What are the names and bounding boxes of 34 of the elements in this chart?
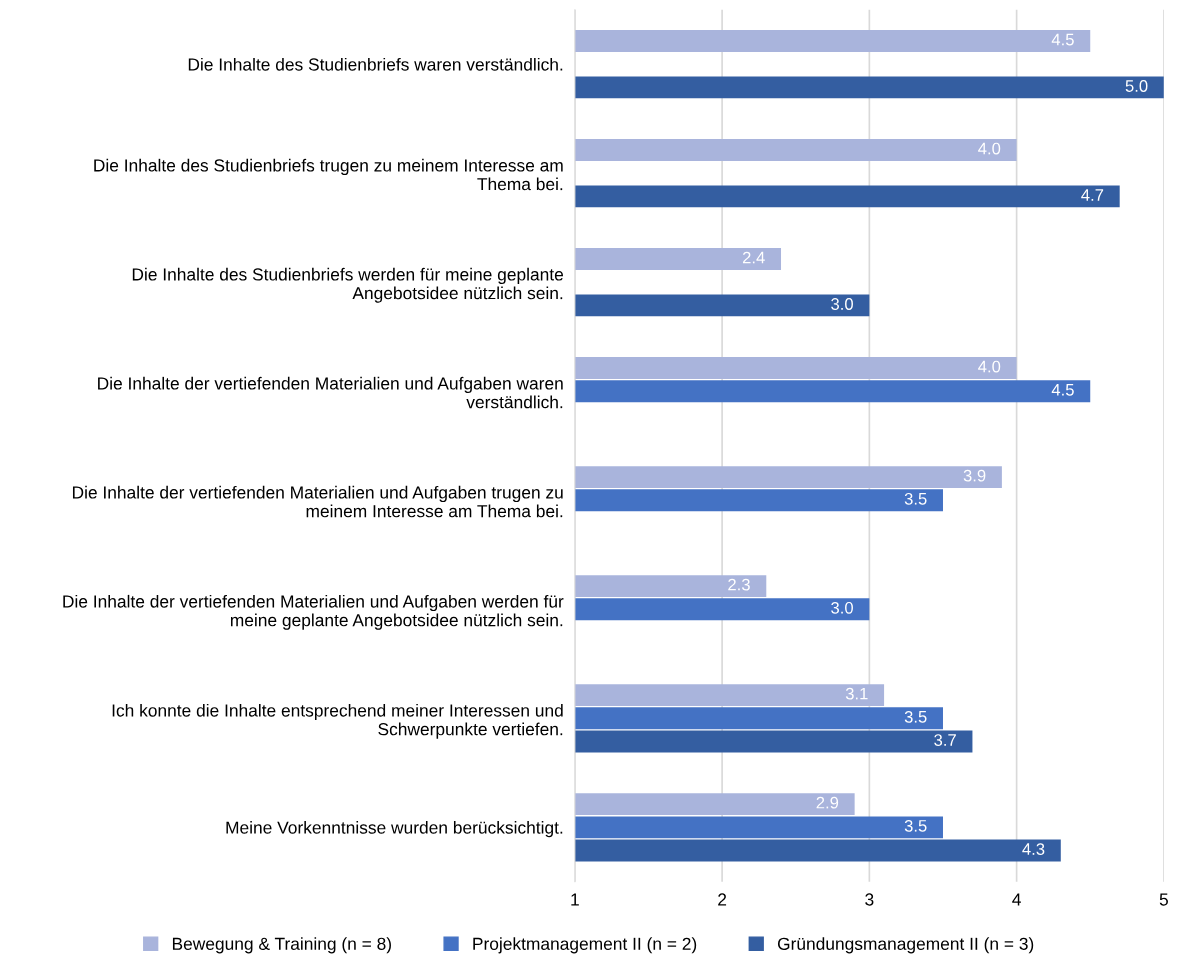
x-tick-label: 3 — [865, 893, 874, 906]
x-tick-label: 4 — [1012, 893, 1021, 906]
data-label: 2.9 — [816, 796, 839, 809]
y-tick-label: Meine Vorkenntnisse wurden berücksichtigt. — [226, 820, 563, 838]
y-tick-label: Die Inhalte der vertiefenden Materialien und Aufgaben trugen zu meinem Interesse am Thema bei. — [72, 485, 563, 518]
y-tick-label: Ich konnte die Inhalte entsprechend meiner Interessen und Schwerpunkte vertiefen. — [112, 703, 563, 739]
data-label: 4.5 — [1051, 384, 1074, 396]
y-tick-label: Die Inhalte der vertiefenden Materialien und Aufgaben waren verständlich. — [98, 376, 563, 409]
data-label: 4.0 — [978, 360, 1001, 373]
x-tick-label: 5 — [1159, 893, 1168, 906]
legend-label: Bewegung & Training (n = 8) — [172, 937, 391, 954]
data-label: 4.7 — [1081, 189, 1104, 201]
data-label: 5.0 — [1125, 80, 1148, 92]
data-label: 4.0 — [978, 142, 1001, 155]
data-label: 3.7 — [934, 734, 956, 746]
data-label: 4.3 — [1022, 843, 1045, 855]
y-tick-label: Die Inhalte des Studienbriefs trugen zu meinem Interesse am Thema bei. — [94, 158, 563, 191]
data-label: 3.1 — [845, 687, 868, 700]
data-label: 3.5 — [904, 710, 927, 723]
legend-label: Gründungsmanagement II (n = 3) — [777, 937, 1034, 954]
data-label: 3.5 — [904, 492, 927, 505]
y-tick-label: Die Inhalte des Studienbriefs waren verständlich. — [188, 57, 563, 71]
data-label: 3.0 — [831, 298, 853, 310]
data-label: 3.9 — [963, 469, 986, 482]
y-tick-label: Die Inhalte des Studienbriefs werden für meine geplante Angebotsidee nützlich sein. — [132, 267, 564, 303]
y-tick-label: Die Inhalte der vertiefenden Materialien und Aufgaben werden für meine geplante Angebotsidee nützlich sein. — [63, 594, 564, 630]
legend-label: Projektmanagement II (n = 2) — [473, 937, 697, 954]
data-label: 3.0 — [831, 601, 853, 614]
data-label: 4.5 — [1051, 33, 1074, 46]
x-tick-label: 1 — [571, 893, 579, 906]
data-label: 3.5 — [904, 819, 927, 832]
data-label: 2.3 — [728, 578, 750, 591]
x-tick-label: 2 — [718, 893, 727, 906]
data-label: 2.4 — [742, 251, 765, 264]
